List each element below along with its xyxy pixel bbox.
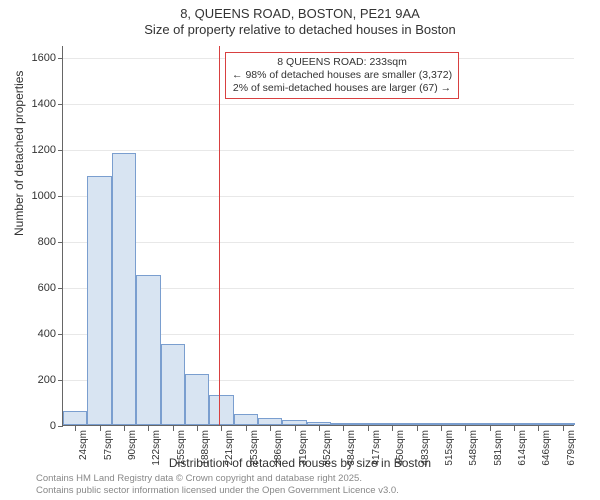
histogram-bar (380, 423, 404, 425)
gridline (63, 196, 574, 197)
y-tick-label: 1600 (0, 52, 56, 64)
histogram-bar (331, 423, 355, 425)
footer-line1: Contains HM Land Registry data © Crown c… (36, 473, 399, 484)
histogram-bar (136, 275, 160, 425)
y-tick-label: 1200 (0, 144, 56, 156)
x-tick-mark (417, 426, 418, 431)
histogram-bar (551, 423, 575, 425)
footer-line2: Contains public sector information licen… (36, 485, 399, 496)
histogram-bar (112, 153, 136, 425)
y-tick-mark (58, 288, 63, 289)
histogram-bar (307, 422, 331, 425)
x-tick-mark (270, 426, 271, 431)
histogram-bar (209, 395, 233, 425)
chart-title-line1: 8, QUEENS ROAD, BOSTON, PE21 9AA (0, 6, 600, 22)
x-tick-mark (124, 426, 125, 431)
x-tick-mark (221, 426, 222, 431)
x-tick-mark (75, 426, 76, 431)
histogram-bar (234, 414, 258, 426)
histogram-bar (282, 420, 306, 425)
x-tick-mark (368, 426, 369, 431)
y-tick-mark (58, 334, 63, 335)
annotation-line: ← 98% of detached houses are smaller (3,… (232, 69, 452, 82)
y-tick-mark (58, 380, 63, 381)
y-tick-label: 600 (0, 282, 56, 294)
y-tick-label: 200 (0, 374, 56, 386)
x-tick-mark (392, 426, 393, 431)
histogram-bar (185, 374, 209, 425)
x-tick-mark (173, 426, 174, 431)
x-tick-mark (514, 426, 515, 431)
histogram-bar (161, 344, 185, 425)
histogram-bar (526, 423, 550, 425)
y-tick-mark (58, 150, 63, 151)
histogram-bar (356, 423, 380, 425)
x-tick-mark (465, 426, 466, 431)
x-tick-mark (148, 426, 149, 431)
reference-line (219, 46, 220, 425)
x-tick-mark (100, 426, 101, 431)
x-tick-mark (197, 426, 198, 431)
footer-attribution: Contains HM Land Registry data © Crown c… (36, 473, 399, 496)
annotation-line: 8 QUEENS ROAD: 233sqm (232, 56, 452, 69)
y-tick-label: 1000 (0, 190, 56, 202)
plot-area: 24sqm57sqm90sqm122sqm155sqm188sqm221sqm2… (62, 46, 574, 426)
x-tick-mark (563, 426, 564, 431)
gridline (63, 104, 574, 105)
x-tick-mark (295, 426, 296, 431)
histogram-bar (477, 423, 501, 425)
x-axis-label: Distribution of detached houses by size … (0, 456, 600, 470)
y-tick-mark (58, 196, 63, 197)
annotation-line: 2% of semi-detached houses are larger (6… (232, 82, 452, 95)
y-tick-mark (58, 104, 63, 105)
histogram-bar (258, 418, 282, 425)
y-tick-label: 1400 (0, 98, 56, 110)
gridline (63, 242, 574, 243)
chart-area: 24sqm57sqm90sqm122sqm155sqm188sqm221sqm2… (62, 46, 574, 426)
y-tick-mark (58, 58, 63, 59)
annotation-box: 8 QUEENS ROAD: 233sqm← 98% of detached h… (225, 52, 459, 99)
histogram-bar (63, 411, 87, 425)
x-tick-mark (441, 426, 442, 431)
histogram-bar (502, 423, 526, 425)
x-tick-mark (490, 426, 491, 431)
histogram-bar (404, 423, 428, 425)
x-tick-mark (246, 426, 247, 431)
histogram-bar (453, 423, 477, 425)
x-tick-mark (538, 426, 539, 431)
chart-title-line2: Size of property relative to detached ho… (0, 22, 600, 38)
y-tick-label: 0 (0, 420, 56, 432)
x-tick-mark (319, 426, 320, 431)
x-tick-mark (343, 426, 344, 431)
y-tick-mark (58, 242, 63, 243)
histogram-bar (429, 423, 453, 425)
y-tick-label: 800 (0, 236, 56, 248)
y-tick-label: 400 (0, 328, 56, 340)
histogram-bar (87, 176, 111, 425)
gridline (63, 150, 574, 151)
y-tick-mark (58, 426, 63, 427)
